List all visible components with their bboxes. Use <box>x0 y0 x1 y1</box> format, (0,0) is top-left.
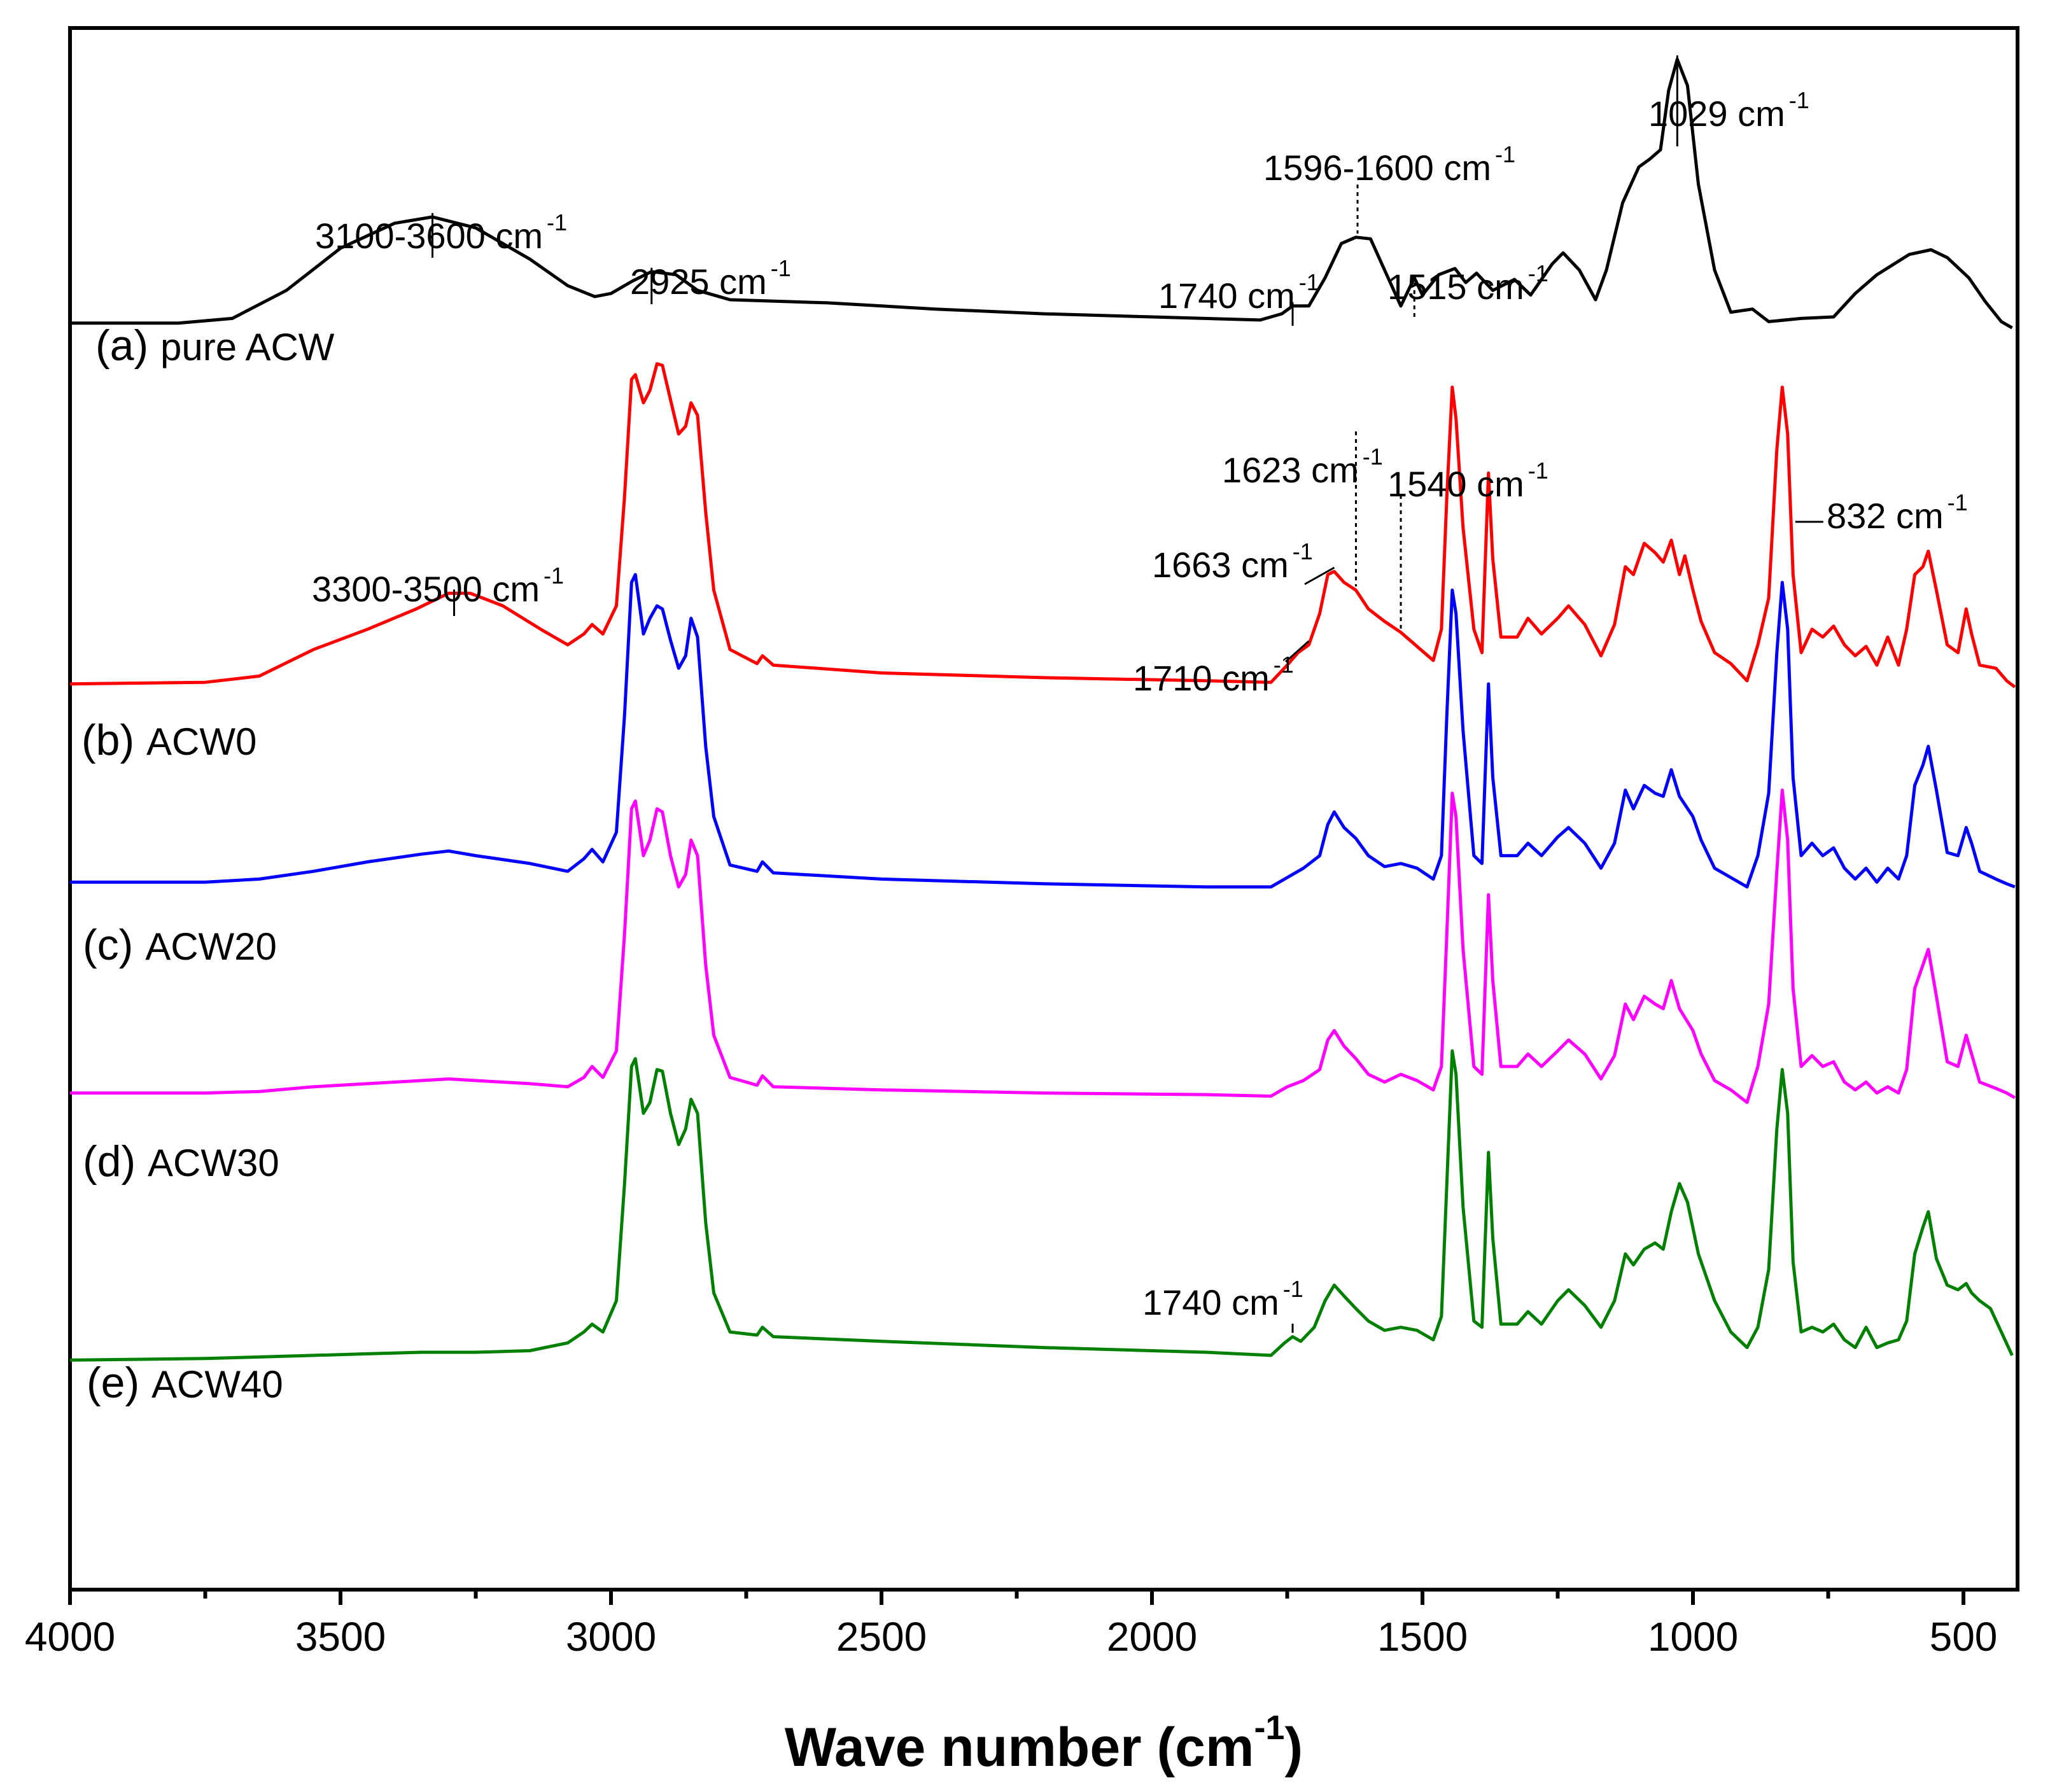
x-tick-label: 1000 <box>1648 1614 1738 1660</box>
spectra-series <box>69 57 2016 1362</box>
annotation-label: 1623 cm -1 <box>1222 444 1383 490</box>
peak-annotation: 1515 cm -1 <box>1387 260 1548 317</box>
peak-annotation: 2925 cm -1 <box>630 255 791 304</box>
x-tick-label: 2000 <box>1107 1614 1197 1660</box>
annotation-label: 1663 cm -1 <box>1152 538 1313 585</box>
series-label-a: (a) pure ACW <box>95 321 335 370</box>
x-axis: 4000 3500 3000 2500 2000 1500 1000 500 <box>25 1590 1998 1660</box>
annotation-label: 3300-3500 cm -1 <box>312 563 564 609</box>
series-line-a <box>70 57 2013 330</box>
series-line-e <box>69 1049 2014 1362</box>
peak-annotation: 3300-3500 cm -1 <box>312 563 564 616</box>
annotation-label: 832 cm -1 <box>1827 489 1968 536</box>
peak-annotation: 1663 cm -1 <box>1152 538 1335 585</box>
annotation-label: 1740 cm -1 <box>1142 1276 1303 1322</box>
series-label-b: (b) ACW0 <box>81 716 256 764</box>
series-line-b <box>69 362 2016 689</box>
peak-annotation: 1740 cm -1 <box>1142 1276 1303 1333</box>
peak-annotation: 1029 cm -1 <box>1648 55 1809 146</box>
peak-annotation: 832 cm -1 <box>1795 489 1968 536</box>
annotation-label: 1596-1600 cm -1 <box>1263 141 1515 188</box>
x-tick-label: 1500 <box>1377 1614 1468 1660</box>
series-label-c: (c) ACW20 <box>83 921 277 969</box>
x-tick-label: 3500 <box>295 1614 386 1660</box>
series-labels: (a) pure ACW (b) ACW0 (c) ACW20 (d) ACW30 (e… <box>81 321 335 1407</box>
x-tick-label: 2500 <box>836 1614 927 1660</box>
annotation-label: 2925 cm -1 <box>630 255 791 302</box>
x-tick-label: 3000 <box>566 1614 656 1660</box>
x-axis-title: Wave number (cm-1) <box>785 1709 1303 1778</box>
peak-annotation: 3100-3600 cm -1 <box>315 209 567 258</box>
annotation-label: 1515 cm -1 <box>1387 260 1548 307</box>
annotation-label: 1540 cm -1 <box>1387 458 1548 504</box>
plot-frame <box>68 26 2019 1592</box>
x-tick-label: 500 <box>1930 1614 1998 1660</box>
annotation-label: 1740 cm -1 <box>1158 269 1319 316</box>
peak-annotation: 1540 cm -1 <box>1387 458 1548 629</box>
peak-annotation: 1596-1600 cm -1 <box>1263 141 1515 234</box>
annotation-leader <box>1284 640 1310 663</box>
series-label-e: (e) ACW40 <box>87 1359 283 1407</box>
annotation-label: 3100-3600 cm -1 <box>315 209 567 256</box>
annotation-leader <box>1304 566 1335 585</box>
annotation-label: 1710 cm -1 <box>1133 652 1294 698</box>
series-line-c <box>70 573 2016 889</box>
peak-annotation: 1623 cm -1 <box>1222 431 1383 587</box>
series-line-d <box>70 788 2016 1104</box>
peak-annotations: 3100-3600 cm -1 2925 cm -1 1740 cm -1 1596-160… <box>312 55 1968 1333</box>
annotation-label: 1029 cm -1 <box>1648 87 1809 134</box>
peak-annotation: 1710 cm -1 <box>1133 640 1310 698</box>
series-label-d: (d) ACW30 <box>83 1137 279 1186</box>
x-tick-label: 4000 <box>25 1614 115 1660</box>
peak-annotation: 1740 cm -1 <box>1158 269 1319 326</box>
